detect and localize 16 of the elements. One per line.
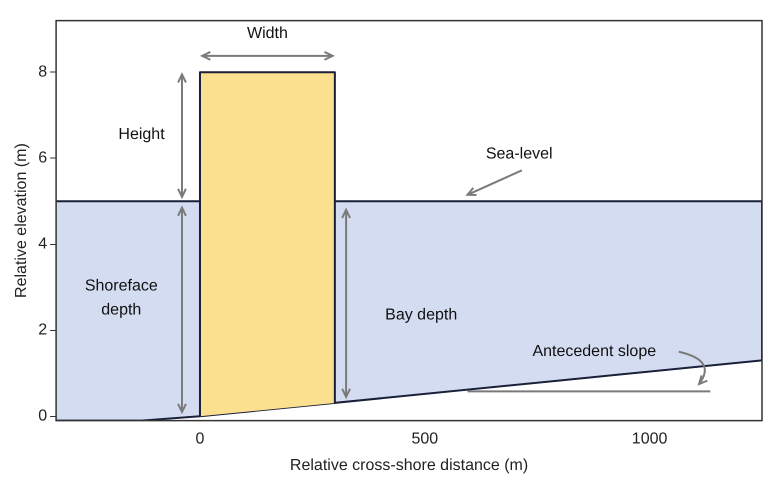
annotation: Antecedent slope xyxy=(532,343,656,360)
y-tick-label: 4 xyxy=(38,236,48,253)
annotation: Shoreface depth xyxy=(84,277,158,318)
y-tick-label: 8 xyxy=(38,64,48,81)
y-axis-title: Relative elevation (m) xyxy=(13,143,30,298)
annotation: Bay depth xyxy=(385,306,458,324)
y-tick-label: 2 xyxy=(38,322,48,339)
y-tick-label: 6 xyxy=(38,150,48,167)
annotation: Width xyxy=(246,24,288,42)
annotation: Sea-level xyxy=(486,145,553,162)
x-tick-label: 0 xyxy=(196,430,205,448)
x-axis-title: Relative cross-shore distance (m) xyxy=(290,456,528,474)
x-tick-label: 1000 xyxy=(632,430,668,448)
annotation: Height xyxy=(118,126,166,143)
y-tick-label: 0 xyxy=(38,408,48,425)
x-tick-label: 500 xyxy=(411,430,438,448)
